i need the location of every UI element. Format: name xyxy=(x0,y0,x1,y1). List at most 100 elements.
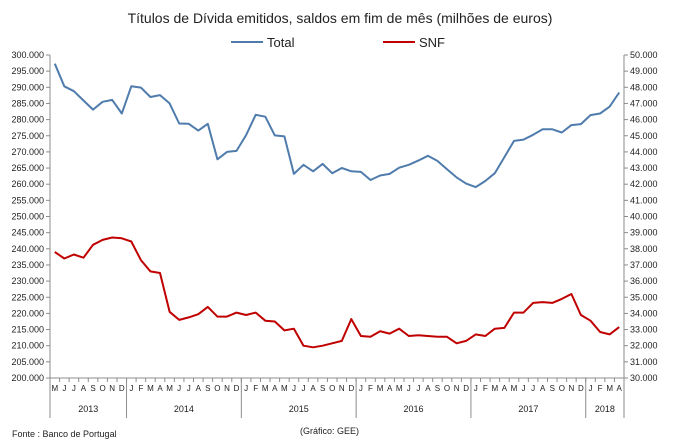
x-axis-month-label: M xyxy=(281,384,288,393)
x-axis-month-label: M xyxy=(147,384,154,393)
right-axis-tick-label: 31.000 xyxy=(630,357,658,367)
x-axis-year-label: 2016 xyxy=(404,404,424,414)
right-axis-tick-label: 44.000 xyxy=(630,147,658,157)
left-axis-tick-label: 205.000 xyxy=(11,357,44,367)
x-axis-year-label: 2017 xyxy=(518,404,538,414)
left-axis-tick-label: 230.000 xyxy=(11,276,44,286)
right-axis-tick-label: 48.000 xyxy=(630,82,658,92)
left-axis-tick-label: 290.000 xyxy=(11,82,44,92)
right-axis-tick-label: 36.000 xyxy=(630,276,658,286)
x-axis-month-label: A xyxy=(196,384,202,393)
x-axis-month-label: J xyxy=(177,384,181,393)
x-axis-month-label: A xyxy=(425,384,431,393)
legend-label-snf: SNF xyxy=(419,35,445,50)
graphic-note: (Gráfico: GEE) xyxy=(300,426,359,436)
chart-title: Títulos de Dívida emitidos, saldos em fi… xyxy=(128,10,553,26)
left-axis-tick-label: 240.000 xyxy=(11,244,44,254)
x-axis-month-label: S xyxy=(550,384,555,393)
x-axis-month-label: S xyxy=(435,384,440,393)
x-axis-month-label: F xyxy=(483,384,488,393)
left-axis-tick-label: 220.000 xyxy=(11,308,44,318)
x-axis-month-label: M xyxy=(51,384,58,393)
plot-area: 200.000 205.000 210.000 215.000 220.000 225.0… xyxy=(11,50,658,418)
x-axis-month-label: S xyxy=(90,384,95,393)
x-axis-month-label: J xyxy=(244,384,248,393)
source-note: Fonte : Banco de Portugal xyxy=(12,429,117,439)
x-axis-month-label: A xyxy=(272,384,278,393)
right-axis-tick-label: 38.000 xyxy=(630,244,658,254)
right-axis-tick-label: 46.000 xyxy=(630,115,658,125)
x-axis-month-label: J xyxy=(589,384,593,393)
x-axis-month-label: N xyxy=(568,384,574,393)
x-axis-month-label: J xyxy=(302,384,306,393)
x-axis-year-label: 2018 xyxy=(595,404,615,414)
left-axis-tick-label: 265.000 xyxy=(11,163,44,173)
x-axis-month-label: A xyxy=(81,384,87,393)
x-axis-month-label: N xyxy=(224,384,230,393)
x-axis-month-label: A xyxy=(310,384,316,393)
left-axis-tick-label: 210.000 xyxy=(11,341,44,351)
left-axis-tick-label: 260.000 xyxy=(11,179,44,189)
x-axis-month-label: A xyxy=(540,384,546,393)
x-axis-month-label: O xyxy=(99,384,105,393)
left-axis-tick-label: 245.000 xyxy=(11,228,44,238)
x-axis-month-label: J xyxy=(359,384,363,393)
x-axis-month-label: M xyxy=(606,384,613,393)
right-axis-tick-label: 34.000 xyxy=(630,308,658,318)
x-axis-month-label: J xyxy=(474,384,478,393)
x-axis-month-label: J xyxy=(129,384,133,393)
left-axis-tick-label: 270.000 xyxy=(11,147,44,157)
x-axis-month-label: M xyxy=(377,384,384,393)
x-axis-month-label: F xyxy=(368,384,373,393)
right-axis-tick-label: 33.000 xyxy=(630,325,658,335)
x-axis-month-label: A xyxy=(387,384,393,393)
legend: Total SNF xyxy=(231,35,445,50)
x-axis-month-label: A xyxy=(502,384,508,393)
x-axis-month-label: M xyxy=(166,384,173,393)
x-axis-month-label: M xyxy=(492,384,499,393)
x-axis-month-label: J xyxy=(407,384,411,393)
right-axis-tick-label: 35.000 xyxy=(630,292,658,302)
x-axis-month-label: A xyxy=(617,384,623,393)
left-axis-tick-label: 200.000 xyxy=(11,373,44,383)
x-axis-month-label: A xyxy=(157,384,163,393)
x-axis-month-label: J xyxy=(72,384,76,393)
left-axis-tick-label: 300.000 xyxy=(11,50,44,60)
x-axis-month-label: D xyxy=(348,384,354,393)
right-axis-tick-label: 37.000 xyxy=(630,260,658,270)
x-axis-month-label: O xyxy=(214,384,220,393)
left-axis-tick-label: 235.000 xyxy=(11,260,44,270)
right-axis-tick-label: 49.000 xyxy=(630,66,658,76)
x-axis-month-label: J xyxy=(522,384,526,393)
right-axis-tick-label: 43.000 xyxy=(630,163,658,173)
x-axis-year-label: 2013 xyxy=(78,404,98,414)
x-axis-month-label: F xyxy=(138,384,143,393)
right-axis-tick-label: 30.000 xyxy=(630,373,658,383)
left-axis-tick-label: 280.000 xyxy=(11,115,44,125)
x-axis-month-label: J xyxy=(531,384,535,393)
x-axis-month-label: F xyxy=(253,384,258,393)
left-axis-tick-label: 255.000 xyxy=(11,195,44,205)
legend-label-total: Total xyxy=(267,35,295,50)
left-axis-tick-label: 275.000 xyxy=(11,131,44,141)
left-axis-tick-label: 285.000 xyxy=(11,98,44,108)
x-axis-month-label: M xyxy=(262,384,269,393)
x-axis-month-label: N xyxy=(109,384,115,393)
left-axis-tick-label: 215.000 xyxy=(11,325,44,335)
x-axis-month-label: D xyxy=(119,384,125,393)
right-axis-tick-label: 41.000 xyxy=(630,195,658,205)
left-axis-tick-label: 225.000 xyxy=(11,292,44,302)
x-axis-month-label: S xyxy=(205,384,210,393)
series-line-snf xyxy=(54,236,620,349)
x-axis-month-label: O xyxy=(444,384,450,393)
left-axis-tick-label: 295.000 xyxy=(11,66,44,76)
x-axis-month-label: M xyxy=(511,384,518,393)
right-axis-tick-label: 50.000 xyxy=(630,50,658,60)
series-line-total xyxy=(53,63,621,189)
right-axis-tick-label: 40.000 xyxy=(630,212,658,222)
right-axis-tick-label: 45.000 xyxy=(630,131,658,141)
x-axis-month-label: D xyxy=(234,384,240,393)
x-axis-month-label: N xyxy=(454,384,460,393)
left-axis-tick-label: 250.000 xyxy=(11,212,44,222)
